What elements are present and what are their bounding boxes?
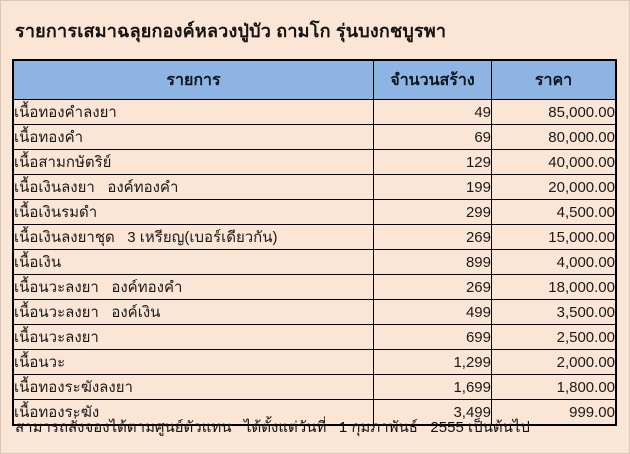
price-cell: 20,000.00 xyxy=(491,174,617,200)
table-row: เนื้อนวะลงยา 699 2,500.00 xyxy=(12,324,617,350)
table-row: เนื้อทองคำลงยา 49 85,000.00 xyxy=(12,99,617,125)
quantity-cell: 49 xyxy=(373,99,492,125)
item-cell: เนื้อทองคำลงยา xyxy=(12,99,374,125)
table-header-row: รายการ จำนวนสร้าง ราคา xyxy=(12,59,617,100)
quantity-cell: 299 xyxy=(373,199,492,225)
price-cell: 4,500.00 xyxy=(491,199,617,225)
quantity-cell: 1,299 xyxy=(373,349,492,375)
quantity-cell: 499 xyxy=(373,299,492,325)
price-cell: 85,000.00 xyxy=(491,99,617,125)
table-row: เนื้อนวะลงยา องค์ทองคำ 269 18,000.00 xyxy=(12,274,617,300)
table-row: เนื้อสามกษัตริย์ 129 40,000.00 xyxy=(12,149,617,175)
table-row: เนื้อเงินรมดำ 299 4,500.00 xyxy=(12,199,617,225)
item-cell: เนื้อนวะลงยา องค์เงิน xyxy=(12,299,374,325)
table-row: เนื้อเงินลงยา องค์ทองคำ 199 20,000.00 xyxy=(12,174,617,200)
column-header-price: ราคา xyxy=(491,59,617,100)
quantity-cell: 1,699 xyxy=(373,374,492,400)
quantity-cell: 199 xyxy=(373,174,492,200)
table-body: เนื้อทองคำลงยา 49 85,000.00 เนื้อทองคำ 69 80,… xyxy=(12,99,617,426)
item-cell: เนื้อเงินลงยาชุด 3 เหรียญ(เบอร์เดียวกัน) xyxy=(12,224,374,250)
table-row: เนื้อทองระฆังลงยา 1,699 1,800.00 xyxy=(12,374,617,400)
quantity-cell: 3,499 xyxy=(373,399,492,426)
price-cell: 999.00 xyxy=(491,399,617,426)
column-header-item: รายการ xyxy=(12,59,374,100)
item-cell: เนื้อทองระฆัง xyxy=(12,399,374,426)
price-cell: 15,000.00 xyxy=(491,224,617,250)
item-cell: เนื้อเงินรมดำ xyxy=(12,199,374,225)
item-cell: เนื้อนวะลงยา องค์ทองคำ xyxy=(12,274,374,300)
item-cell: เนื้อสามกษัตริย์ xyxy=(12,149,374,175)
price-cell: 40,000.00 xyxy=(491,149,617,175)
footer-note: สามารถสั่งจองได้ตามศูนย์ตัวแทน ได้ตั้งแต… xyxy=(15,419,530,436)
quantity-cell: 69 xyxy=(373,124,492,150)
item-cell: เนื้อนวะ xyxy=(12,349,374,375)
price-cell: 2,500.00 xyxy=(491,324,617,350)
item-cell: เนื้อทองระฆังลงยา xyxy=(12,374,374,400)
column-header-quantity: จำนวนสร้าง xyxy=(373,59,492,100)
price-cell: 3,500.00 xyxy=(491,299,617,325)
price-cell: 80,000.00 xyxy=(491,124,617,150)
quantity-cell: 699 xyxy=(373,324,492,350)
price-cell: 1,800.00 xyxy=(491,374,617,400)
table-row: เนื้อเงิน 899 4,000.00 xyxy=(12,249,617,275)
table-row: เนื้อเงินลงยาชุด 3 เหรียญ(เบอร์เดียวกัน)… xyxy=(12,224,617,250)
item-cell: เนื้อเงินลงยา องค์ทองคำ xyxy=(12,174,374,200)
price-cell: 2,000.00 xyxy=(491,349,617,375)
table-row: เนื้อทองระฆัง 3,499 999.00 xyxy=(12,399,617,426)
table-row: เนื้อนวะลงยา องค์เงิน 499 3,500.00 xyxy=(12,299,617,325)
item-cell: เนื้อเงิน xyxy=(12,249,374,275)
quantity-cell: 129 xyxy=(373,149,492,175)
quantity-cell: 269 xyxy=(373,224,492,250)
quantity-cell: 899 xyxy=(373,249,492,275)
quantity-cell: 269 xyxy=(373,274,492,300)
item-cell: เนื้อทองคำ xyxy=(12,124,374,150)
price-table: รายการ จำนวนสร้าง ราคา เนื้อทองคำลงยา 49 8… xyxy=(12,59,617,426)
table-row: เนื้อทองคำ 69 80,000.00 xyxy=(12,124,617,150)
table-row: เนื้อนวะ 1,299 2,000.00 xyxy=(12,349,617,375)
price-cell: 18,000.00 xyxy=(491,274,617,300)
item-cell: เนื้อนวะลงยา xyxy=(12,324,374,350)
price-cell: 4,000.00 xyxy=(491,249,617,275)
page-title: รายการเสมาฉลุยกองค์หลวงปู่บัว ถามโก รุ่น… xyxy=(15,21,447,41)
